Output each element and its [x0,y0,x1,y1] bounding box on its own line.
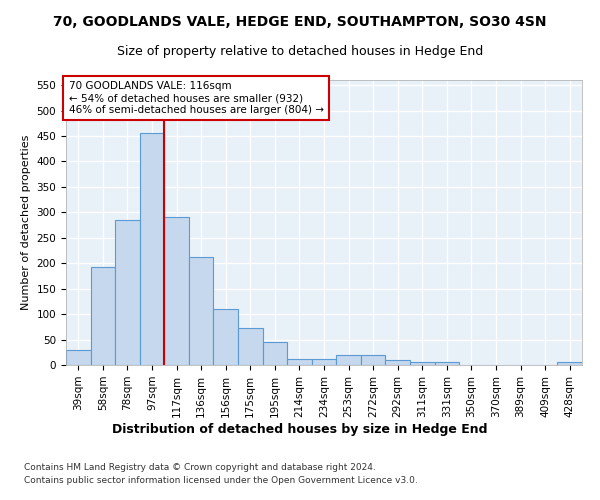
Bar [189,256,214,365]
Bar [238,328,263,365]
Text: 70 GOODLANDS VALE: 116sqm
← 54% of detached houses are smaller (932)
46% of semi: 70 GOODLANDS VALE: 116sqm ← 54% of detac… [68,82,323,114]
Bar [434,362,459,365]
Bar [115,220,140,365]
Text: Distribution of detached houses by size in Hedge End: Distribution of detached houses by size … [112,422,488,436]
Text: Size of property relative to detached houses in Hedge End: Size of property relative to detached ho… [117,45,483,58]
Text: Contains public sector information licensed under the Open Government Licence v3: Contains public sector information licen… [24,476,418,485]
Bar [91,268,115,365]
Bar [557,362,582,365]
Bar [385,360,410,365]
Y-axis label: Number of detached properties: Number of detached properties [21,135,31,310]
Text: 70, GOODLANDS VALE, HEDGE END, SOUTHAMPTON, SO30 4SN: 70, GOODLANDS VALE, HEDGE END, SOUTHAMPT… [53,15,547,29]
Bar [361,355,385,365]
Bar [312,359,336,365]
Bar [263,342,287,365]
Bar [287,359,312,365]
Bar [66,350,91,365]
Text: Contains HM Land Registry data © Crown copyright and database right 2024.: Contains HM Land Registry data © Crown c… [24,462,376,471]
Bar [164,218,189,365]
Bar [214,309,238,365]
Bar [140,133,164,365]
Bar [410,362,434,365]
Bar [336,355,361,365]
